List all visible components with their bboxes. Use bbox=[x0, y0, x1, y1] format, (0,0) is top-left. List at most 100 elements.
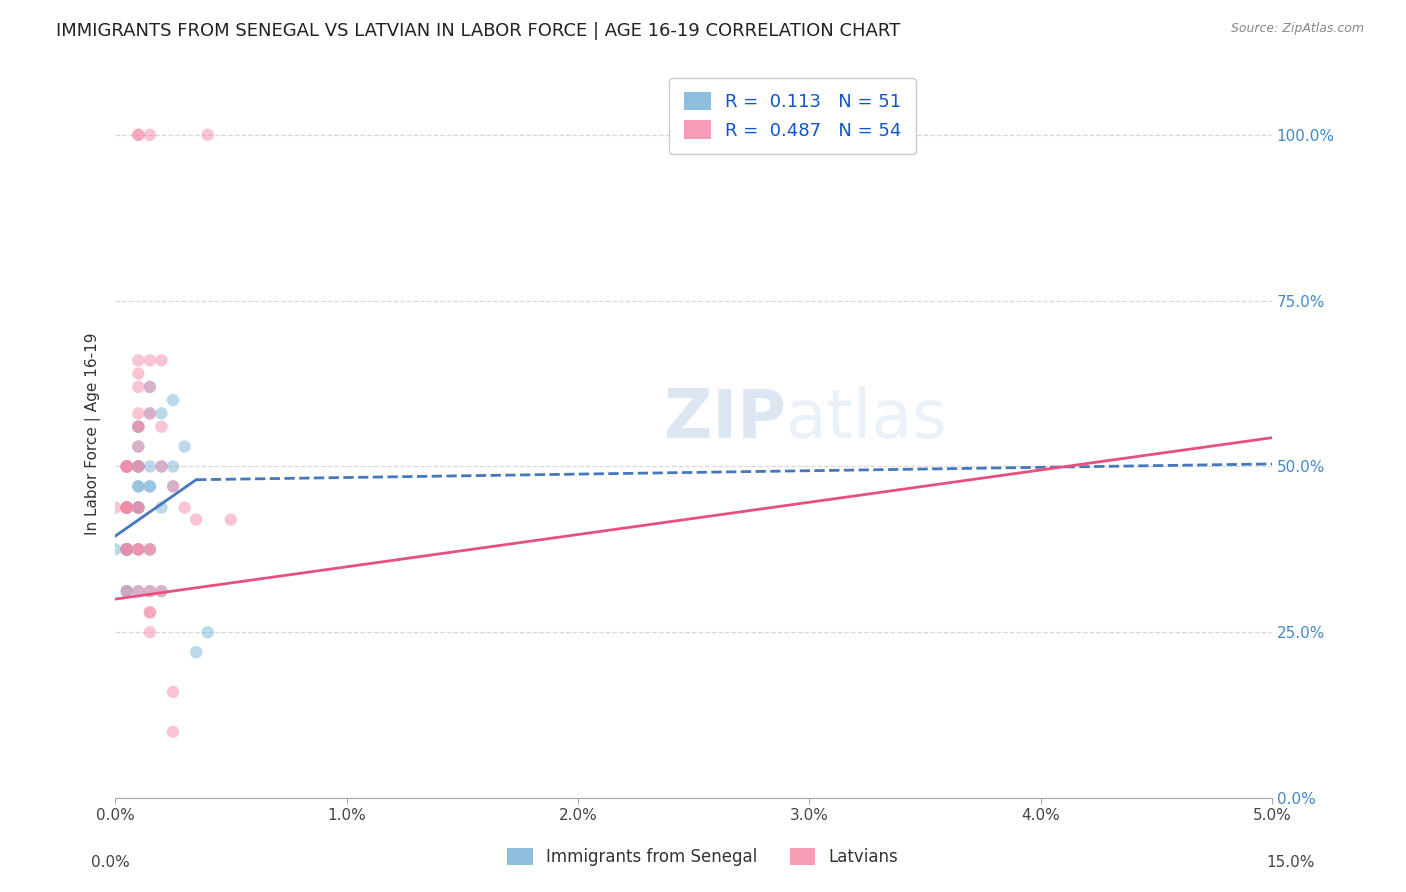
Point bbox=[127, 128, 149, 142]
Point bbox=[127, 500, 149, 515]
Point bbox=[162, 724, 184, 739]
Point bbox=[127, 584, 149, 599]
Point bbox=[173, 500, 195, 515]
Point bbox=[115, 459, 138, 474]
Point bbox=[115, 542, 138, 557]
Text: 15.0%: 15.0% bbox=[1267, 855, 1315, 870]
Point bbox=[115, 459, 138, 474]
Y-axis label: In Labor Force | Age 16-19: In Labor Force | Age 16-19 bbox=[86, 332, 101, 534]
Point bbox=[115, 542, 138, 557]
Legend: Immigrants from Senegal, Latvians: Immigrants from Senegal, Latvians bbox=[501, 841, 905, 873]
Point bbox=[115, 584, 138, 599]
Point bbox=[162, 479, 184, 493]
Point bbox=[127, 419, 149, 434]
Point bbox=[115, 500, 138, 515]
Point bbox=[127, 459, 149, 474]
Point bbox=[104, 542, 127, 557]
Point bbox=[115, 500, 138, 515]
Point bbox=[186, 512, 208, 526]
Point bbox=[127, 419, 149, 434]
Point bbox=[150, 459, 173, 474]
Point bbox=[115, 459, 138, 474]
Point bbox=[162, 459, 184, 474]
Point bbox=[127, 500, 149, 515]
Text: atlas: atlas bbox=[786, 385, 948, 451]
Point bbox=[139, 606, 162, 620]
Point bbox=[150, 584, 173, 599]
Point bbox=[115, 500, 138, 515]
Point bbox=[127, 459, 149, 474]
Point bbox=[115, 542, 138, 557]
Point bbox=[115, 500, 138, 515]
Point bbox=[139, 584, 162, 599]
Point bbox=[115, 542, 138, 557]
Point bbox=[139, 128, 162, 142]
Point bbox=[115, 584, 138, 599]
Point bbox=[127, 584, 149, 599]
Point bbox=[127, 128, 149, 142]
Point bbox=[127, 440, 149, 454]
Point bbox=[139, 542, 162, 557]
Point bbox=[150, 353, 173, 368]
Point bbox=[127, 459, 149, 474]
Point bbox=[115, 500, 138, 515]
Point bbox=[115, 500, 138, 515]
Point bbox=[127, 542, 149, 557]
Point bbox=[197, 625, 219, 640]
Point bbox=[115, 500, 138, 515]
Point bbox=[127, 479, 149, 493]
Point bbox=[150, 584, 173, 599]
Point bbox=[115, 500, 138, 515]
Point bbox=[139, 406, 162, 420]
Point bbox=[139, 353, 162, 368]
Point bbox=[127, 479, 149, 493]
Point bbox=[127, 419, 149, 434]
Point bbox=[127, 459, 149, 474]
Point bbox=[139, 406, 162, 420]
Text: IMMIGRANTS FROM SENEGAL VS LATVIAN IN LABOR FORCE | AGE 16-19 CORRELATION CHART: IMMIGRANTS FROM SENEGAL VS LATVIAN IN LA… bbox=[56, 22, 900, 40]
Point bbox=[139, 479, 162, 493]
Text: ZIP: ZIP bbox=[664, 385, 786, 451]
Point bbox=[127, 353, 149, 368]
Point bbox=[139, 479, 162, 493]
Point bbox=[139, 584, 162, 599]
Point bbox=[197, 128, 219, 142]
Point bbox=[127, 500, 149, 515]
Point bbox=[127, 440, 149, 454]
Point bbox=[127, 542, 149, 557]
Point bbox=[127, 500, 149, 515]
Point bbox=[127, 542, 149, 557]
Point bbox=[115, 500, 138, 515]
Point bbox=[115, 584, 138, 599]
Point bbox=[115, 500, 138, 515]
Point bbox=[150, 500, 173, 515]
Point bbox=[139, 606, 162, 620]
Point bbox=[115, 542, 138, 557]
Point bbox=[139, 380, 162, 394]
Point bbox=[115, 542, 138, 557]
Point bbox=[162, 393, 184, 408]
Point bbox=[115, 459, 138, 474]
Point bbox=[127, 380, 149, 394]
Point bbox=[104, 500, 127, 515]
Point bbox=[139, 625, 162, 640]
Point bbox=[115, 459, 138, 474]
Point bbox=[115, 542, 138, 557]
Point bbox=[219, 512, 242, 526]
Point bbox=[115, 459, 138, 474]
Point bbox=[127, 419, 149, 434]
Text: 0.0%: 0.0% bbox=[91, 855, 131, 870]
Point bbox=[150, 406, 173, 420]
Point bbox=[139, 542, 162, 557]
Point bbox=[150, 419, 173, 434]
Point bbox=[127, 500, 149, 515]
Point bbox=[127, 500, 149, 515]
Point bbox=[115, 542, 138, 557]
Point bbox=[115, 542, 138, 557]
Point bbox=[127, 406, 149, 420]
Point bbox=[115, 542, 138, 557]
Point bbox=[115, 542, 138, 557]
Point bbox=[186, 645, 208, 659]
Point bbox=[139, 542, 162, 557]
Point bbox=[139, 380, 162, 394]
